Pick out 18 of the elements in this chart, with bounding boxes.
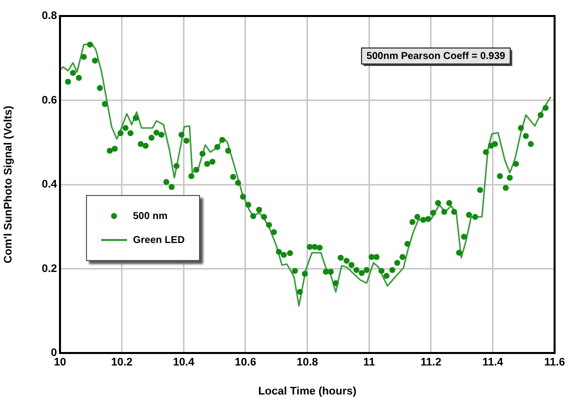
y-tick-label: 0.2 [42, 262, 57, 275]
x-axis-title: Local Time (hours) [258, 385, 357, 398]
x-tick-label: 10.2 [111, 356, 133, 369]
x-tick-label: 11.4 [482, 356, 504, 369]
x-tick-label: 11.6 [544, 356, 566, 369]
x-tick-label: 11 [363, 356, 375, 369]
annotation: 500nm Pearson Coeff = 0.939 [366, 50, 506, 62]
y-tick-label: 0.8 [42, 10, 57, 22]
x-tick-label: 10.6 [234, 356, 256, 369]
x-tick-label: 10.4 [172, 356, 196, 369]
y-tick-label: 0.6 [42, 94, 57, 106]
legend-label: 500 nm [133, 210, 168, 222]
y-axis-title: Com'l SunPhoto Signal (Volts) [2, 105, 15, 264]
x-tick-label: 10.8 [296, 356, 318, 369]
x-tick-label: 11.2 [420, 356, 442, 369]
legend-label: Green LED [133, 234, 185, 246]
x-tick-label: 10 [54, 356, 66, 369]
y-tick-label: 0.4 [42, 178, 58, 191]
